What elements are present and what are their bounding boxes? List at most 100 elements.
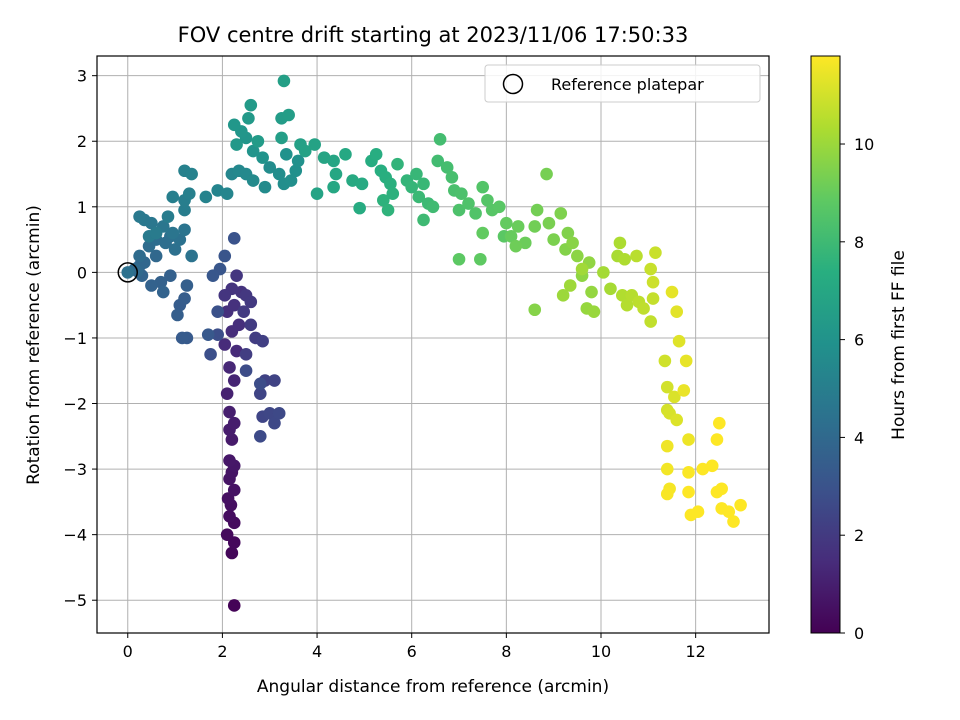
data-point bbox=[613, 236, 627, 250]
colorbar-tick-label: 8 bbox=[854, 233, 864, 252]
data-point bbox=[225, 546, 239, 560]
data-point bbox=[431, 154, 445, 168]
colorbar bbox=[810, 55, 841, 634]
colorbar-tick-label: 6 bbox=[854, 331, 864, 350]
data-point bbox=[571, 249, 584, 263]
data-point bbox=[377, 193, 390, 207]
data-point bbox=[180, 279, 194, 292]
data-point bbox=[242, 111, 255, 125]
x-tick-label: 6 bbox=[407, 642, 417, 661]
data-point bbox=[604, 282, 617, 296]
data-point bbox=[275, 131, 288, 145]
y-axis-label: Rotation from reference (arcmin) bbox=[24, 205, 44, 485]
data-point bbox=[308, 138, 321, 151]
data-point bbox=[182, 187, 196, 200]
data-point bbox=[649, 246, 662, 260]
data-point bbox=[575, 262, 589, 276]
colorbar-tick-label: 4 bbox=[854, 428, 864, 447]
data-point bbox=[277, 74, 291, 88]
data-point bbox=[201, 328, 215, 341]
data-point bbox=[244, 318, 258, 332]
data-point bbox=[268, 374, 281, 387]
data-point bbox=[381, 203, 395, 217]
legend-box bbox=[484, 64, 761, 103]
data-point bbox=[223, 405, 236, 419]
data-point bbox=[561, 226, 575, 240]
data-point bbox=[556, 289, 570, 302]
data-point bbox=[263, 407, 277, 420]
y-tick-label: −1 bbox=[63, 329, 87, 348]
data-point bbox=[178, 292, 191, 305]
data-point bbox=[618, 252, 631, 266]
data-point bbox=[206, 269, 220, 282]
data-point bbox=[658, 354, 672, 368]
data-point bbox=[540, 167, 553, 181]
x-tick-label: 4 bbox=[312, 642, 322, 661]
data-point bbox=[734, 498, 747, 512]
data-point bbox=[223, 454, 236, 467]
data-point bbox=[530, 203, 544, 217]
data-point bbox=[149, 226, 163, 240]
data-point bbox=[670, 413, 684, 427]
y-tick-label: 0 bbox=[77, 263, 87, 282]
data-point bbox=[185, 167, 198, 181]
data-point bbox=[660, 380, 674, 394]
data-point bbox=[644, 315, 657, 328]
data-point bbox=[329, 167, 343, 181]
data-point bbox=[597, 266, 610, 279]
data-point bbox=[279, 148, 293, 161]
data-point bbox=[511, 220, 525, 233]
colorbar-ticks: 0 2 4 6 8 10 bbox=[840, 135, 874, 643]
data-point bbox=[630, 249, 643, 263]
colorbar-label: Hours from first FF file bbox=[889, 250, 909, 440]
data-point bbox=[679, 354, 693, 368]
legend-marker bbox=[502, 73, 524, 95]
data-point bbox=[660, 462, 674, 476]
data-point bbox=[492, 200, 506, 214]
data-point bbox=[263, 161, 277, 174]
data-point bbox=[670, 305, 684, 319]
data-point bbox=[727, 515, 740, 528]
data-point bbox=[239, 348, 253, 361]
data-point bbox=[554, 207, 568, 220]
data-point bbox=[166, 190, 180, 204]
reference-start-point bbox=[121, 266, 135, 279]
data-point bbox=[384, 177, 397, 191]
x-axis-ticks: 0 2 4 6 8 10 12 bbox=[123, 633, 706, 661]
data-point bbox=[637, 302, 650, 315]
data-point bbox=[386, 187, 400, 200]
data-point bbox=[218, 249, 232, 263]
data-point bbox=[227, 483, 241, 497]
data-point bbox=[445, 171, 459, 184]
x-tick-label: 8 bbox=[501, 642, 511, 661]
data-point bbox=[327, 180, 340, 194]
data-point bbox=[218, 338, 232, 351]
data-point bbox=[682, 485, 695, 499]
data-point bbox=[713, 416, 726, 430]
data-point bbox=[563, 279, 577, 292]
data-point bbox=[615, 289, 629, 302]
data-point bbox=[253, 429, 267, 443]
data-point bbox=[239, 364, 253, 378]
reference-platepar-marker bbox=[117, 262, 139, 283]
data-point bbox=[227, 298, 241, 312]
data-point bbox=[481, 193, 494, 207]
data-point bbox=[528, 303, 542, 317]
data-point bbox=[220, 387, 234, 400]
data-point bbox=[412, 190, 426, 204]
data-point bbox=[677, 384, 691, 397]
data-point bbox=[476, 180, 489, 194]
data-point bbox=[178, 223, 191, 237]
data-point bbox=[227, 118, 241, 132]
data-point bbox=[230, 138, 243, 151]
data-point bbox=[620, 298, 634, 312]
data-point bbox=[244, 295, 258, 309]
data-point bbox=[256, 151, 269, 164]
data-point bbox=[500, 216, 513, 230]
data-point bbox=[211, 328, 224, 341]
data-point bbox=[587, 305, 601, 319]
data-point bbox=[504, 230, 518, 243]
colorbar-tick-label: 0 bbox=[854, 624, 864, 643]
data-point bbox=[646, 275, 660, 289]
